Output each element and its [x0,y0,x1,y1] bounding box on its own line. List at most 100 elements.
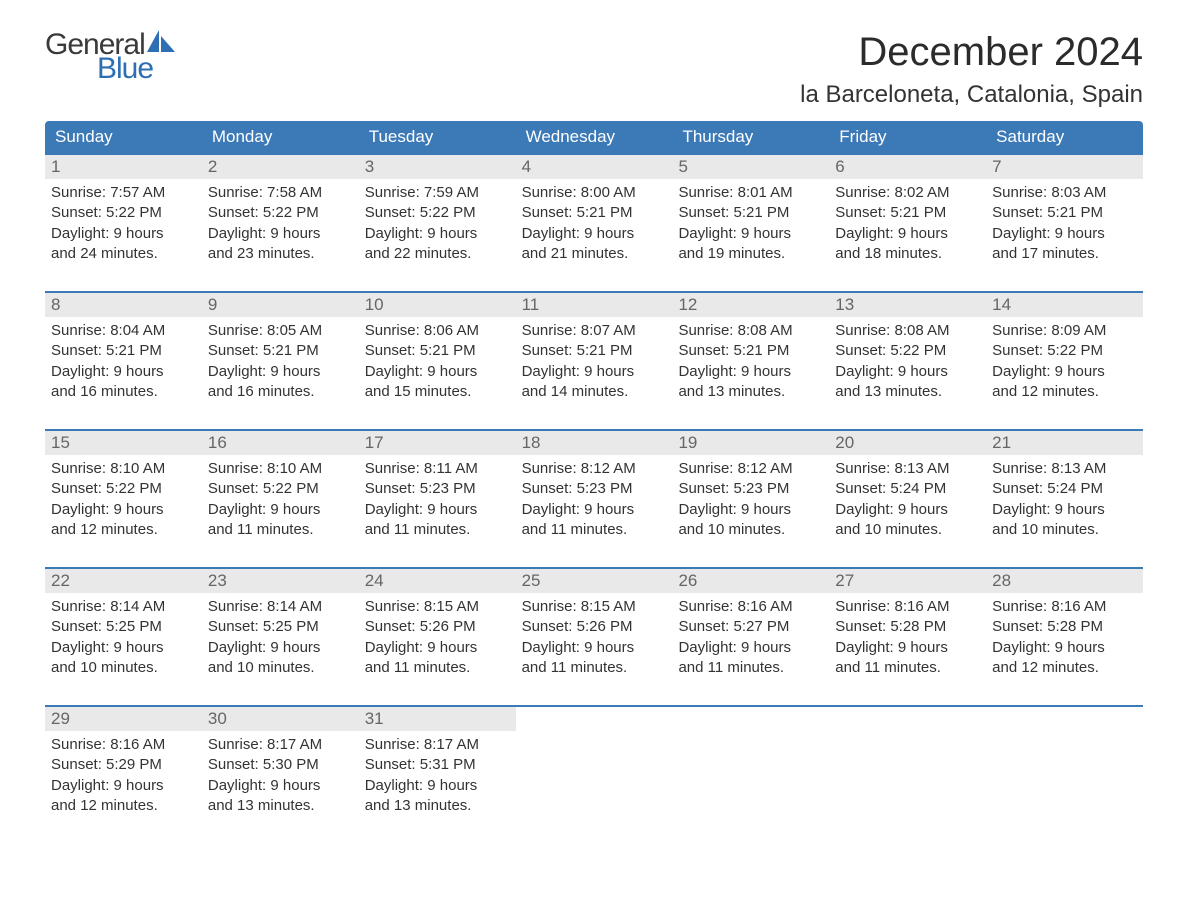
day-info: Sunrise: 8:16 AMSunset: 5:27 PMDaylight:… [672,593,829,678]
day-info: Sunrise: 8:16 AMSunset: 5:29 PMDaylight:… [45,731,202,816]
daylight-line1: Daylight: 9 hours [678,500,823,520]
daylight-line1: Daylight: 9 hours [365,638,510,658]
sunrise-text: Sunrise: 8:04 AM [51,321,196,341]
sunrise-text: Sunrise: 8:05 AM [208,321,353,341]
sunrise-text: Sunrise: 8:14 AM [208,597,353,617]
daylight-line1: Daylight: 9 hours [835,500,980,520]
daylight-line1: Daylight: 9 hours [678,224,823,244]
day-info: Sunrise: 8:11 AMSunset: 5:23 PMDaylight:… [359,455,516,540]
sunset-text: Sunset: 5:25 PM [51,617,196,637]
daylight-line2: and 13 minutes. [208,796,353,816]
day-number: 10 [359,293,516,317]
day-number: 28 [986,569,1143,593]
day-number: 14 [986,293,1143,317]
day-info: Sunrise: 8:10 AMSunset: 5:22 PMDaylight:… [202,455,359,540]
day-cell: 16Sunrise: 8:10 AMSunset: 5:22 PMDayligh… [202,431,359,549]
sunset-text: Sunset: 5:31 PM [365,755,510,775]
day-number: 23 [202,569,359,593]
sunset-text: Sunset: 5:26 PM [365,617,510,637]
daylight-line1: Daylight: 9 hours [208,224,353,244]
sunrise-text: Sunrise: 8:13 AM [835,459,980,479]
daylight-line2: and 14 minutes. [522,382,667,402]
sunrise-text: Sunrise: 8:16 AM [992,597,1137,617]
daylight-line1: Daylight: 9 hours [365,362,510,382]
day-cell: 8Sunrise: 8:04 AMSunset: 5:21 PMDaylight… [45,293,202,411]
empty-cell [986,707,1143,825]
day-info: Sunrise: 8:10 AMSunset: 5:22 PMDaylight:… [45,455,202,540]
daylight-line1: Daylight: 9 hours [835,638,980,658]
sunrise-text: Sunrise: 8:11 AM [365,459,510,479]
day-cell: 13Sunrise: 8:08 AMSunset: 5:22 PMDayligh… [829,293,986,411]
sunrise-text: Sunrise: 8:03 AM [992,183,1137,203]
day-number: 30 [202,707,359,731]
day-number: 9 [202,293,359,317]
day-info: Sunrise: 8:09 AMSunset: 5:22 PMDaylight:… [986,317,1143,402]
daylight-line1: Daylight: 9 hours [678,638,823,658]
sunrise-text: Sunrise: 8:15 AM [365,597,510,617]
sunrise-text: Sunrise: 8:16 AM [51,735,196,755]
day-cell: 23Sunrise: 8:14 AMSunset: 5:25 PMDayligh… [202,569,359,687]
day-cell: 22Sunrise: 8:14 AMSunset: 5:25 PMDayligh… [45,569,202,687]
daylight-line1: Daylight: 9 hours [522,500,667,520]
daylight-line1: Daylight: 9 hours [365,500,510,520]
sunrise-text: Sunrise: 8:02 AM [835,183,980,203]
day-number: 27 [829,569,986,593]
daylight-line2: and 10 minutes. [678,520,823,540]
sunrise-text: Sunrise: 8:07 AM [522,321,667,341]
daylight-line1: Daylight: 9 hours [365,224,510,244]
daylight-line2: and 10 minutes. [835,520,980,540]
day-cell: 26Sunrise: 8:16 AMSunset: 5:27 PMDayligh… [672,569,829,687]
day-number: 16 [202,431,359,455]
daylight-line2: and 16 minutes. [208,382,353,402]
logo: General Blue [45,30,183,84]
sunset-text: Sunset: 5:26 PM [522,617,667,637]
sunset-text: Sunset: 5:21 PM [51,341,196,361]
daylight-line2: and 12 minutes. [51,796,196,816]
week-row: 22Sunrise: 8:14 AMSunset: 5:25 PMDayligh… [45,567,1143,687]
day-info: Sunrise: 8:05 AMSunset: 5:21 PMDaylight:… [202,317,359,402]
daylight-line1: Daylight: 9 hours [522,224,667,244]
day-info: Sunrise: 8:02 AMSunset: 5:21 PMDaylight:… [829,179,986,264]
weekday-header: Friday [829,121,986,153]
day-cell: 31Sunrise: 8:17 AMSunset: 5:31 PMDayligh… [359,707,516,825]
sunrise-text: Sunrise: 8:10 AM [208,459,353,479]
sunset-text: Sunset: 5:24 PM [835,479,980,499]
day-info: Sunrise: 8:16 AMSunset: 5:28 PMDaylight:… [986,593,1143,678]
day-info: Sunrise: 8:13 AMSunset: 5:24 PMDaylight:… [829,455,986,540]
day-info: Sunrise: 8:15 AMSunset: 5:26 PMDaylight:… [516,593,673,678]
sunset-text: Sunset: 5:25 PM [208,617,353,637]
day-cell: 4Sunrise: 8:00 AMSunset: 5:21 PMDaylight… [516,155,673,273]
daylight-line1: Daylight: 9 hours [365,776,510,796]
day-info: Sunrise: 8:06 AMSunset: 5:21 PMDaylight:… [359,317,516,402]
weekday-header: Saturday [986,121,1143,153]
sunrise-text: Sunrise: 8:08 AM [678,321,823,341]
sunset-text: Sunset: 5:23 PM [365,479,510,499]
sunset-text: Sunset: 5:22 PM [51,479,196,499]
day-number: 2 [202,155,359,179]
daylight-line1: Daylight: 9 hours [992,500,1137,520]
day-number: 3 [359,155,516,179]
day-number: 13 [829,293,986,317]
empty-cell [829,707,986,825]
sunset-text: Sunset: 5:21 PM [678,203,823,223]
day-info: Sunrise: 8:08 AMSunset: 5:21 PMDaylight:… [672,317,829,402]
day-info: Sunrise: 8:12 AMSunset: 5:23 PMDaylight:… [672,455,829,540]
title-block: December 2024 la Barceloneta, Catalonia,… [800,30,1143,109]
daylight-line2: and 13 minutes. [678,382,823,402]
day-cell: 28Sunrise: 8:16 AMSunset: 5:28 PMDayligh… [986,569,1143,687]
weekday-header-row: SundayMondayTuesdayWednesdayThursdayFrid… [45,121,1143,153]
week-row: 15Sunrise: 8:10 AMSunset: 5:22 PMDayligh… [45,429,1143,549]
daylight-line1: Daylight: 9 hours [522,638,667,658]
sunrise-text: Sunrise: 7:58 AM [208,183,353,203]
day-info: Sunrise: 8:17 AMSunset: 5:30 PMDaylight:… [202,731,359,816]
daylight-line1: Daylight: 9 hours [51,776,196,796]
header: General Blue December 2024 la Barcelonet… [45,30,1143,109]
sunrise-text: Sunrise: 8:09 AM [992,321,1137,341]
day-info: Sunrise: 8:00 AMSunset: 5:21 PMDaylight:… [516,179,673,264]
weekday-header: Tuesday [359,121,516,153]
day-info: Sunrise: 8:15 AMSunset: 5:26 PMDaylight:… [359,593,516,678]
sunset-text: Sunset: 5:21 PM [208,341,353,361]
day-info: Sunrise: 8:17 AMSunset: 5:31 PMDaylight:… [359,731,516,816]
daylight-line1: Daylight: 9 hours [208,362,353,382]
daylight-line1: Daylight: 9 hours [51,362,196,382]
